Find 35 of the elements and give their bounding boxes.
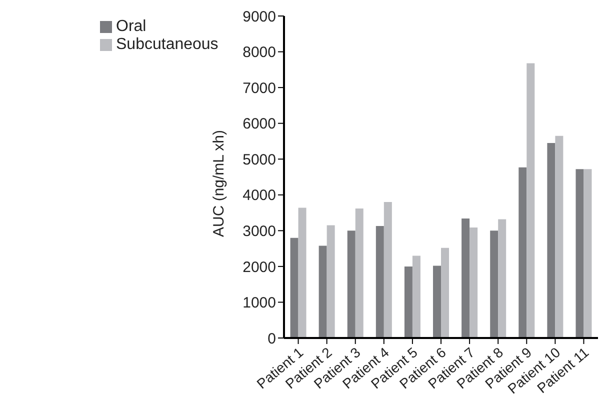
y-tick-label: 4000 <box>242 187 276 204</box>
bar <box>490 230 498 338</box>
bar <box>462 218 470 338</box>
bar <box>547 143 556 338</box>
y-axis-title: AUC (ng/mL xh) <box>210 130 228 237</box>
y-tick-label: 0 <box>268 330 276 348</box>
bar <box>498 219 506 338</box>
y-tick-label: 9000 <box>242 8 276 26</box>
bar <box>290 238 298 338</box>
bar <box>555 136 564 338</box>
legend-label: Oral <box>116 18 146 35</box>
bar <box>412 256 420 338</box>
bar <box>470 227 478 338</box>
y-tick-label: 5000 <box>242 151 276 168</box>
bar <box>298 208 306 338</box>
bar <box>347 230 356 338</box>
bar <box>526 63 535 338</box>
bar <box>433 266 442 338</box>
y-tick-label: 7000 <box>242 80 276 97</box>
y-tick-label: 6000 <box>242 116 276 133</box>
bar <box>376 226 384 338</box>
bar <box>384 202 392 338</box>
bar <box>441 248 450 338</box>
bar <box>326 225 335 338</box>
bar <box>318 246 327 338</box>
bar <box>355 208 364 338</box>
bar <box>518 167 527 338</box>
bar <box>576 169 584 338</box>
y-tick-label: 2000 <box>242 258 276 276</box>
bar <box>584 169 592 338</box>
bar <box>404 266 412 338</box>
y-tick-label: 1000 <box>242 294 276 312</box>
y-tick-label: 3000 <box>242 222 276 240</box>
legend-label: Subcutaneous <box>116 36 218 53</box>
y-tick-label: 8000 <box>242 44 276 62</box>
